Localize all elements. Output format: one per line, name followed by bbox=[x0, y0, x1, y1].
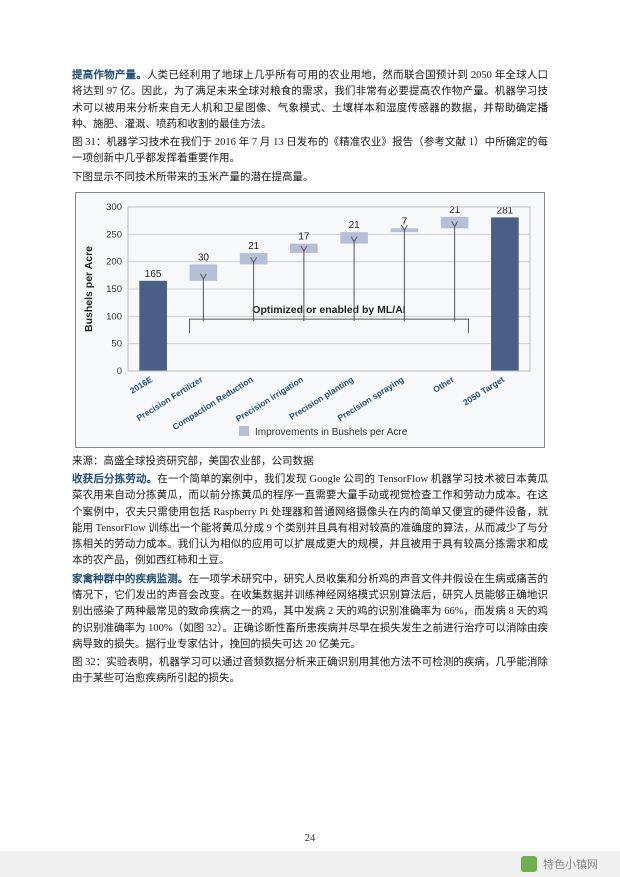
svg-text:0: 0 bbox=[117, 366, 122, 377]
para-fig32-caption: 图 32：实验表明，机器学习可以通过音频数据分析来正确识别用其他方法不可检测的疾… bbox=[72, 655, 548, 688]
para-fig31-intro: 下图显示不同技术所带来的玉米产量的潜在提高量。 bbox=[72, 170, 548, 186]
para-fig31-caption: 图 31：机器学习技术在我们于 2016 年 7 月 13 日发布的《精准农业》… bbox=[72, 135, 548, 168]
svg-text:150: 150 bbox=[106, 284, 122, 295]
para-crop-yield: 提高作物产量。人类已经利用了地球上几乎所有可用的农业用地，然而联合国预计到 20… bbox=[72, 68, 548, 133]
wechat-logo-icon bbox=[521, 856, 537, 872]
svg-text:30: 30 bbox=[198, 252, 210, 263]
chart-source: 来源：高盛全球投资研究部，美国农业部，公司数据 bbox=[72, 454, 548, 470]
svg-text:Bushels per Acre: Bushels per Acre bbox=[83, 246, 95, 332]
para-sorting: 收获后分拣劳动。在一个简单的案例中，我们发现 Google 公司的 Tensor… bbox=[72, 472, 548, 570]
svg-text:Optimized or enabled by ML/AI: Optimized or enabled by ML/AI bbox=[252, 304, 406, 316]
svg-text:165: 165 bbox=[145, 269, 162, 280]
svg-text:250: 250 bbox=[106, 229, 122, 240]
svg-text:21: 21 bbox=[349, 220, 361, 231]
svg-text:17: 17 bbox=[298, 231, 310, 242]
svg-text:100: 100 bbox=[106, 311, 122, 322]
body-poultry: 在一项学术研究中，研究人员收集和分析鸡的声音文件并假设在生病或痛苦的情况下，它们… bbox=[72, 574, 548, 650]
body-sorting: 在一个简单的案例中，我们发现 Google 公司的 TensorFlow 机器学… bbox=[72, 474, 548, 566]
svg-text:200: 200 bbox=[106, 257, 122, 268]
lead-crop-yield: 提高作物产量。 bbox=[72, 70, 147, 81]
svg-text:21: 21 bbox=[248, 241, 260, 252]
footer-brand: 特色小镇网 bbox=[543, 856, 598, 872]
chart-container: 0 50 100 150 200 250 300 Bushels per Acre 165 30 2… bbox=[75, 192, 545, 448]
footer-bar: 特色小镇网 bbox=[0, 851, 620, 877]
lead-sorting: 收获后分拣劳动。 bbox=[72, 474, 157, 485]
svg-text:Improvements in Bushels per Ac: Improvements in Bushels per Acre bbox=[255, 427, 408, 438]
lead-poultry: 家禽种群中的疾病监测。 bbox=[72, 574, 188, 585]
svg-text:Other: Other bbox=[431, 374, 456, 395]
svg-text:50: 50 bbox=[111, 339, 122, 350]
svg-text:300: 300 bbox=[106, 202, 122, 213]
page-number: 24 bbox=[0, 831, 620, 847]
svg-text:Compaction Reduction: Compaction Reduction bbox=[170, 374, 254, 432]
waterfall-chart: 0 50 100 150 200 250 300 Bushels per Acre 165 30 2… bbox=[76, 193, 546, 449]
document-page: 提高作物产量。人类已经利用了地球上几乎所有可用的农业用地，然而联合国预计到 20… bbox=[0, 0, 620, 877]
para-poultry: 家禽种群中的疾病监测。在一项学术研究中，研究人员收集和分析鸡的声音文件并假设在生… bbox=[72, 572, 548, 653]
svg-text:21: 21 bbox=[449, 205, 461, 216]
svg-text:2016E: 2016E bbox=[128, 374, 154, 396]
svg-text:2050 Target: 2050 Target bbox=[461, 374, 506, 407]
